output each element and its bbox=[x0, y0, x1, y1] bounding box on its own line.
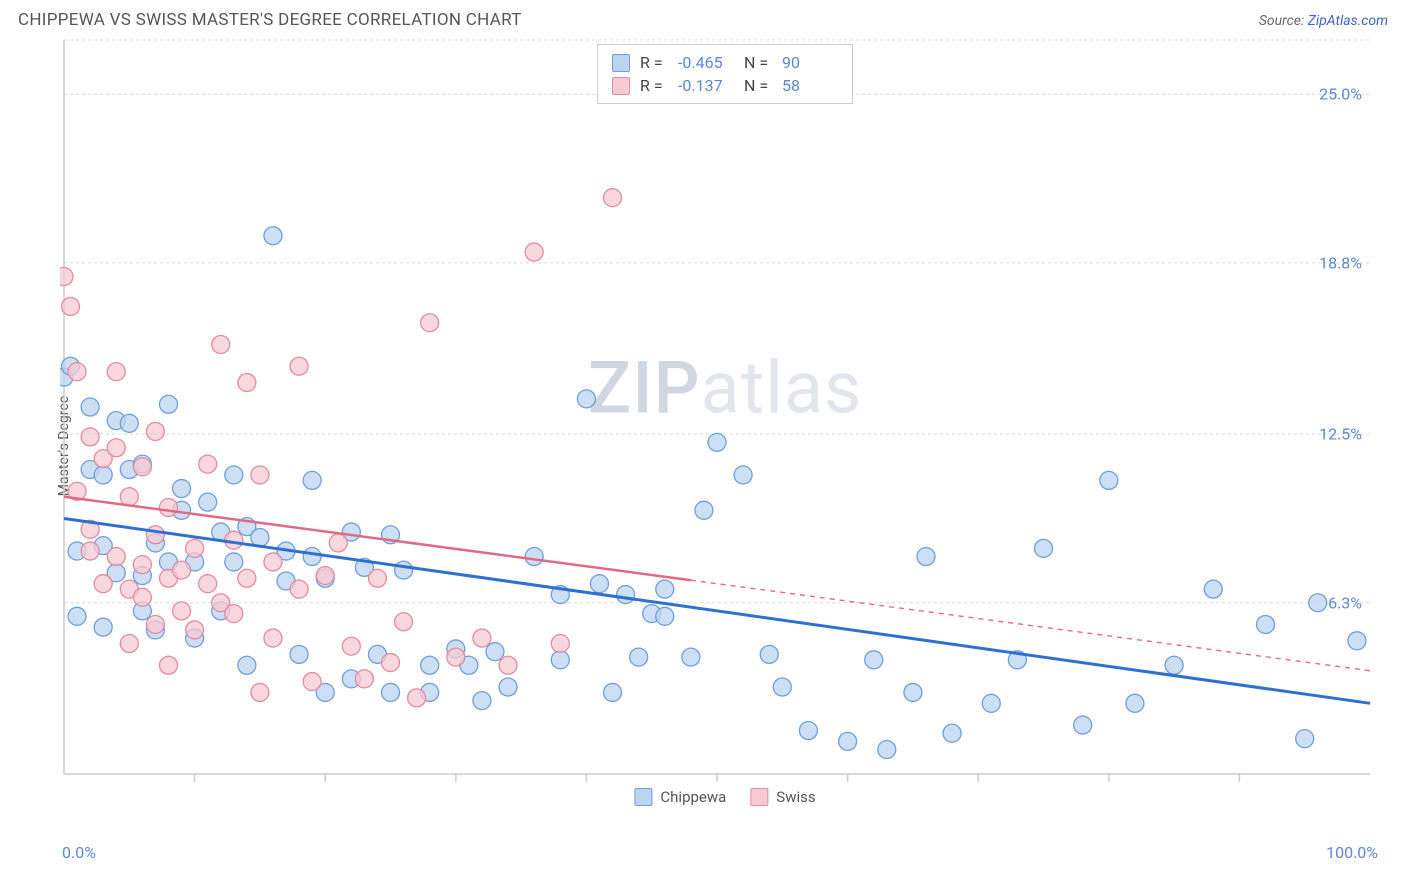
legend-item: Swiss bbox=[750, 788, 815, 806]
x-axis-max-label: 100.0% bbox=[1326, 843, 1378, 862]
series-legend: Chippewa Swiss bbox=[634, 788, 815, 806]
x-axis-min-label: 0.0% bbox=[62, 843, 96, 862]
source-text: Source: ZipAtlas.com bbox=[1259, 13, 1388, 29]
chart-area: ZIPatlas R =-0.465N =90R =-0.137N =58 Ch… bbox=[60, 36, 1390, 836]
y-tick-label: 25.0% bbox=[1319, 85, 1362, 104]
correlation-row: R =-0.465N =90 bbox=[612, 51, 838, 74]
y-tick-label: 12.5% bbox=[1319, 425, 1362, 444]
chart-title: CHIPPEWA VS SWISS MASTER'S DEGREE CORREL… bbox=[18, 10, 522, 30]
scatter-plot-svg bbox=[60, 36, 1390, 836]
legend-item: Chippewa bbox=[634, 788, 726, 806]
y-tick-label: 18.8% bbox=[1319, 253, 1362, 272]
source-link[interactable]: ZipAtlas.com bbox=[1308, 13, 1388, 29]
correlation-row: R =-0.137N =58 bbox=[612, 74, 838, 97]
correlation-legend: R =-0.465N =90R =-0.137N =58 bbox=[597, 44, 853, 104]
y-tick-label: 6.3% bbox=[1328, 593, 1362, 612]
